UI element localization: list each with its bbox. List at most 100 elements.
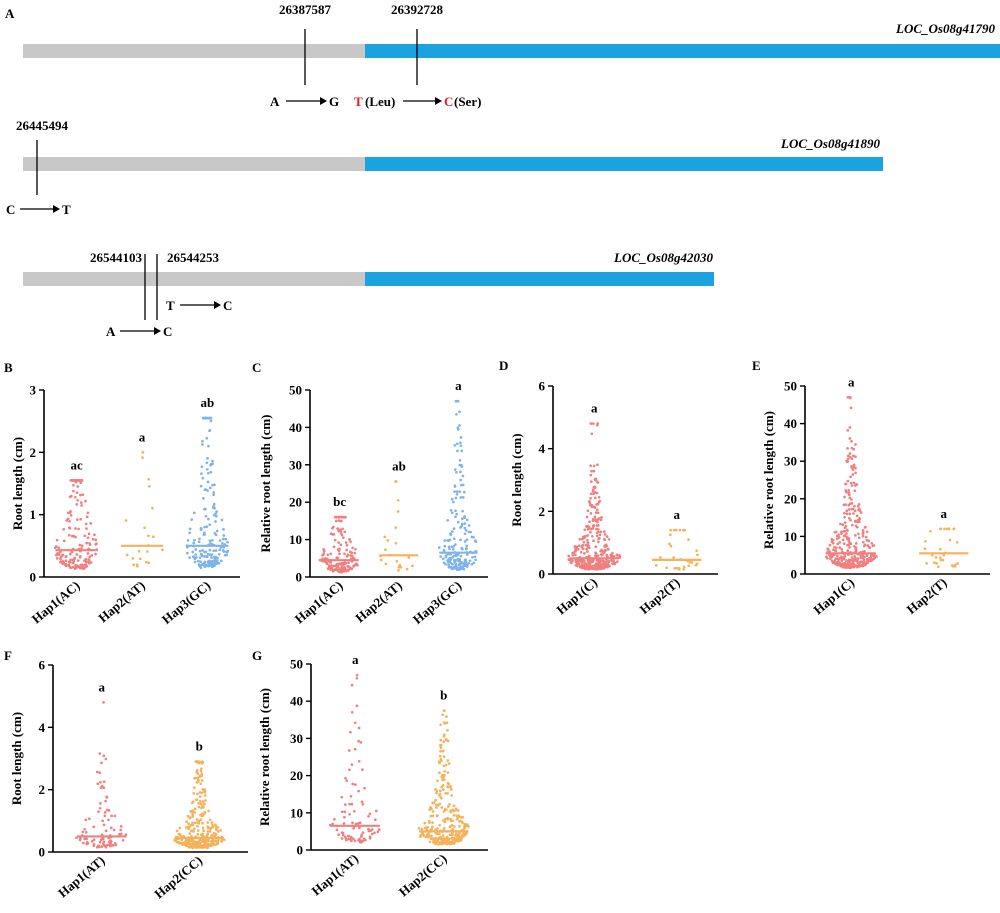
panel-d-point	[589, 464, 592, 468]
panel-e-point	[854, 542, 858, 545]
panel-f-ytick-label: 6	[39, 658, 46, 673]
panel-b-point	[188, 527, 192, 531]
gene-2-snp-1-position: 26445494	[16, 118, 69, 133]
panel-c-point	[322, 548, 325, 551]
panel-g-point	[442, 837, 446, 840]
panel-g-point	[445, 715, 448, 718]
panel-d-point	[578, 537, 582, 541]
panel-d-point	[596, 511, 600, 515]
panel-d-point	[696, 553, 699, 557]
panel-d-point	[673, 566, 677, 570]
gene-1: LOC_Os08g41790 26387587 26392728 A G T (…	[23, 2, 1000, 109]
panel-b-point	[201, 439, 204, 443]
panel-f-point	[92, 838, 96, 842]
panel-d-point	[580, 537, 584, 541]
panel-g-point	[450, 794, 454, 797]
panel-c-point	[447, 545, 451, 549]
panel-f-point	[106, 843, 109, 847]
gene-1-snp-1-position: 26387587	[279, 2, 332, 17]
panel-c-point	[452, 537, 456, 541]
panel-f-point	[175, 840, 179, 844]
panel-d-point	[599, 518, 603, 522]
panel-e-point	[835, 534, 839, 538]
panel-g-point	[417, 827, 421, 830]
panel-c-point	[456, 428, 460, 431]
panel-e-point	[854, 471, 857, 475]
panel-c-point	[342, 536, 345, 540]
gene-1-mut-1-arrowhead	[320, 97, 327, 105]
panel-b-point	[218, 548, 222, 552]
panel-e-point	[855, 514, 859, 518]
panel-e-point	[842, 530, 846, 533]
panel-e-point	[844, 562, 848, 566]
panel-b-point	[77, 527, 80, 531]
panel-b-point	[83, 563, 87, 567]
panel-f-point	[216, 830, 220, 833]
panel-g-point	[438, 792, 442, 796]
panel-b-point	[186, 551, 189, 555]
panel-f-point	[92, 842, 96, 846]
panel-d-point	[585, 547, 588, 551]
panel-f-point	[199, 767, 203, 771]
panel-c-point	[340, 566, 343, 570]
panel-g-point	[333, 818, 336, 821]
panel-c: C 0 10 20 30 40 50 Relative root length (cm) bc…	[252, 360, 488, 627]
panel-c-point	[453, 443, 457, 447]
panel-f-point	[101, 819, 105, 823]
panel-e-point	[861, 563, 864, 567]
panel-b-point	[198, 556, 202, 560]
panel-d-point	[602, 538, 606, 541]
panel-c-point	[452, 548, 455, 551]
panel-b-point	[141, 450, 145, 454]
panel-c-point	[473, 539, 477, 543]
panel-e-point	[845, 509, 849, 513]
panel-g-point	[438, 802, 442, 806]
panel-e-point	[841, 523, 845, 527]
gene-3-mut-2-to: C	[223, 298, 232, 313]
panel-e-point	[830, 559, 834, 563]
panel-e-point	[863, 526, 867, 529]
panel-f-point	[199, 769, 203, 773]
gene-1-mut-2-to-aa: (Ser)	[454, 94, 481, 109]
panel-g-xtick-label: Hap1(AT)	[309, 851, 362, 899]
panel-c-point	[454, 509, 457, 513]
panel-g-point	[446, 792, 449, 795]
panel-f-point	[199, 818, 203, 821]
panel-e-point	[846, 429, 850, 432]
panel-c-label: C	[252, 360, 261, 375]
panel-e-point	[834, 549, 837, 552]
panel-g-point	[431, 814, 435, 818]
panel-b-point	[226, 540, 229, 544]
panel-a-label: A	[5, 6, 15, 21]
panel-f-point	[85, 837, 88, 841]
panel-c-sig-letter: ab	[392, 459, 406, 474]
panel-b-point	[76, 485, 80, 488]
panel-c-point	[459, 441, 462, 445]
panel-b-point	[199, 484, 203, 488]
panel-e-point	[835, 557, 839, 561]
panel-e-point	[861, 530, 865, 534]
panel-g-point	[347, 749, 351, 752]
panel-f-point	[211, 838, 215, 842]
panel-e-point	[854, 549, 858, 553]
panel-b-point	[206, 471, 210, 475]
panel-b-ytick-label: 3	[30, 383, 37, 398]
panel-g-point	[351, 782, 355, 786]
panel-f-point	[200, 772, 204, 776]
panel-c-point	[327, 566, 331, 569]
panel-b-point	[188, 531, 191, 535]
panel-e-point	[848, 437, 852, 440]
panel-g-label: G	[252, 648, 262, 663]
panel-e-point	[846, 549, 850, 552]
panel-c-point	[343, 566, 346, 569]
panel-d-point	[579, 550, 583, 554]
panel-d-point	[589, 480, 593, 483]
panel-b-point	[208, 416, 211, 420]
panel-e-point	[838, 541, 842, 544]
panel-c-point	[345, 548, 349, 552]
panel-e-sig-letter: a	[941, 506, 948, 521]
panel-e-point	[942, 553, 946, 557]
panel-e-point	[842, 503, 846, 507]
panel-c-point	[394, 541, 398, 545]
panel-g-point	[440, 785, 444, 789]
